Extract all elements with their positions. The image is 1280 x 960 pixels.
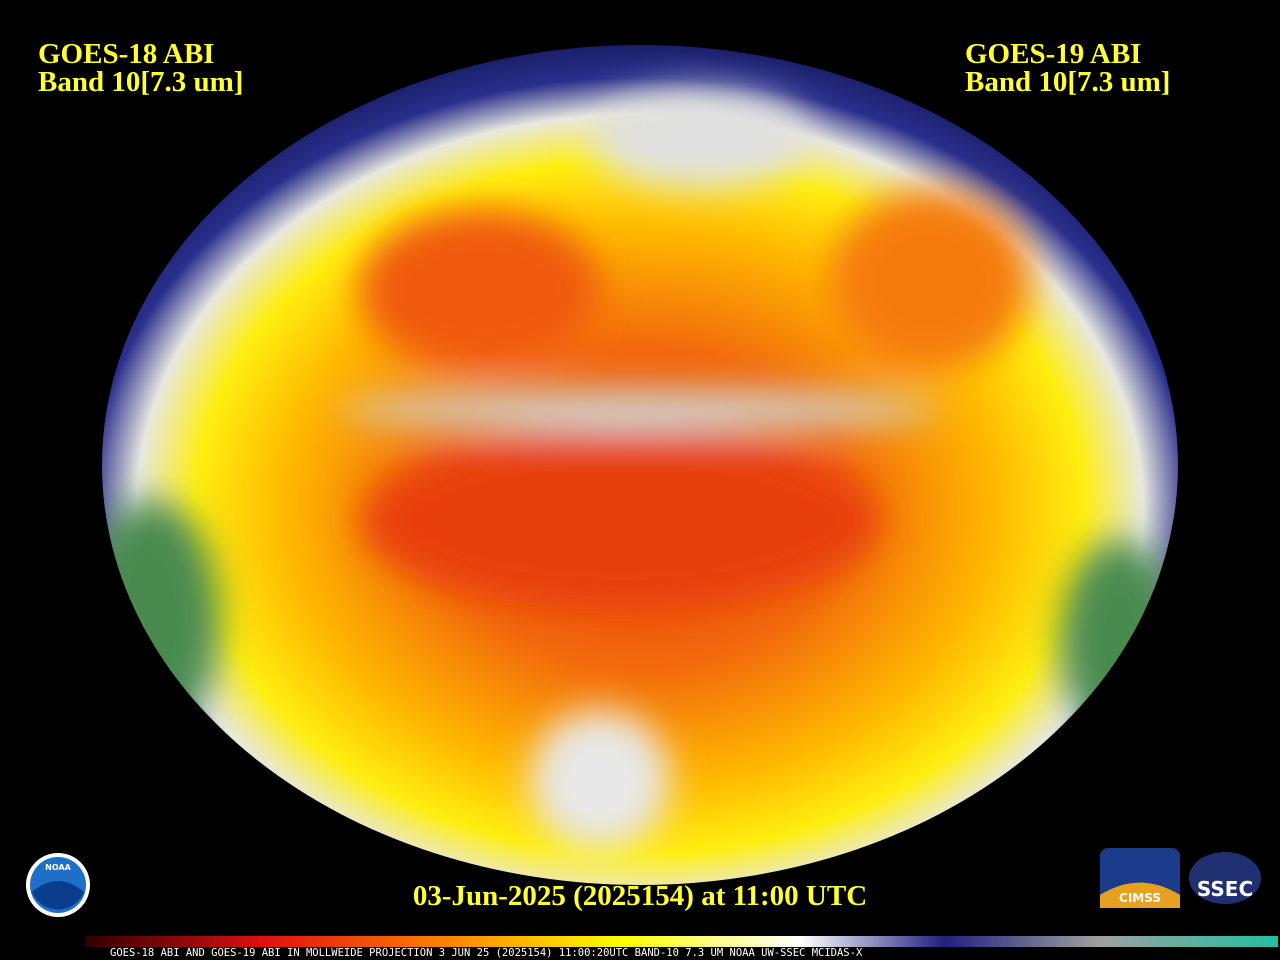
noaa-logo: NOAA <box>26 853 90 917</box>
left-title: GOES-18 ABI Band 10[7.3 um] <box>38 38 243 98</box>
cimss-logo: CIMSS <box>1100 848 1180 908</box>
satellite-image <box>102 45 1178 885</box>
timestamp: 03-Jun-2025 (2025154) at 11:00 UTC <box>413 880 867 912</box>
color-bar <box>85 936 1278 947</box>
title-line: GOES-18 ABI <box>38 38 214 70</box>
title-line: Band 10[7.3 um] <box>38 66 243 98</box>
logo-text: NOAA <box>45 863 71 872</box>
title-line: GOES-19 ABI <box>965 38 1141 70</box>
caption: GOES-18 ABI AND GOES-19 ABI IN MOLLWEIDE… <box>110 947 863 959</box>
logo-text: SSEC <box>1197 877 1253 901</box>
title-line: Band 10[7.3 um] <box>965 66 1170 98</box>
logo-text: CIMSS <box>1119 891 1161 905</box>
ssec-logo: SSEC <box>1189 852 1261 904</box>
right-title: GOES-19 ABI Band 10[7.3 um] <box>965 38 1170 98</box>
